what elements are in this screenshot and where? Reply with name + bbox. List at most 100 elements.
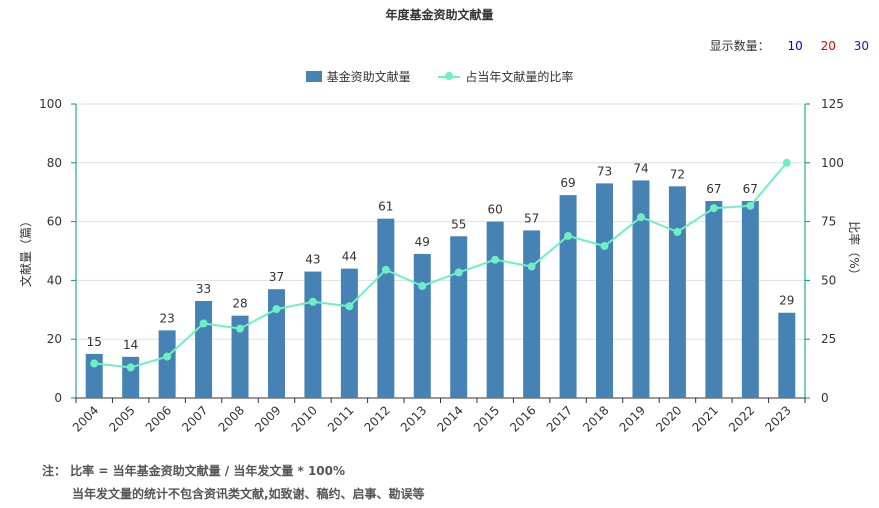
bar-data-label: 44 [342,250,357,264]
y-left-tick-label: 40 [47,273,62,287]
bar-data-label: 33 [196,282,211,296]
ratio-point [163,352,172,361]
x-tick-label: 2018 [580,403,611,434]
ratio-point [454,268,463,277]
ratio-point [126,363,135,372]
footnote: 注： 比率 = 当年基金资助文献量 / 当年发文量 * 100% 当年发文量的统… [42,460,425,506]
bar-data-label: 43 [305,253,320,267]
bar [340,268,358,398]
bar-data-label: 55 [451,217,466,231]
bar-data-label: 60 [488,203,503,217]
bar [304,271,322,398]
ratio-point [381,265,390,274]
display-count-control: 显示数量： 10 20 30 [710,37,869,54]
ratio-point [199,319,208,328]
bar-data-label: 28 [232,297,247,311]
y-right-tick-label: 0 [821,391,829,405]
x-tick-label: 2019 [617,403,648,434]
ratio-point [418,282,427,291]
bar [559,195,577,398]
bar-data-label: 72 [670,167,685,181]
x-tick-label: 2009 [252,403,283,434]
ratio-point [236,324,245,333]
x-tick-label: 2012 [361,403,392,434]
legend-bar-label: 基金资助文献量 [326,70,411,84]
legend-item-bar[interactable]: 基金资助文献量 [305,68,411,85]
display-count-20[interactable]: 20 [820,39,836,53]
bar-data-label: 15 [87,335,102,349]
bar-data-label: 29 [779,294,794,308]
y-right-axis-title: 比率（%） [847,221,862,280]
bar [267,289,285,398]
chart-legend: 基金资助文献量 占当年文献量的比率 [0,68,879,85]
y-left-tick-label: 20 [47,332,62,346]
ratio-point [90,359,99,368]
x-tick-label: 2005 [106,403,137,434]
bar-data-label: 37 [269,270,284,284]
x-tick-label: 2006 [143,403,174,434]
bar-data-label: 49 [415,235,430,249]
ratio-point [782,158,791,167]
bar [377,218,395,398]
x-tick-label: 2020 [653,403,684,434]
x-tick-label: 2015 [471,403,502,434]
combo-chart: 0 20 40 60 80 100 0 25 50 75 100 125 文献量（篇） 比率（%） 15 14… [18,97,862,435]
display-count-30[interactable]: 30 [853,39,869,53]
ratio-point [527,262,536,271]
ratio-point [564,231,573,240]
chart-title: 年度基金资助文献量 [385,8,494,22]
y-right-tick-label: 100 [821,156,844,170]
display-count-10[interactable]: 10 [787,39,803,53]
y-right-tick-label: 50 [821,273,836,287]
ratio-point [709,204,718,213]
bar [778,312,796,398]
bar [122,356,140,398]
bar [668,186,686,398]
y-left-tick-label: 0 [54,391,62,405]
x-tick-label: 2014 [434,403,465,434]
bar [158,330,176,398]
bar-data-label: 14 [123,338,138,352]
ratio-point [272,305,281,314]
y-left-axis-title: 文献量（篇） [18,215,33,287]
legend-bar-swatch [305,71,322,82]
footnote-line-1: 注： 比率 = 当年基金资助文献量 / 当年发文量 * 100% [42,464,346,478]
ratio-point [345,302,354,311]
bar-data-label: 23 [159,311,174,325]
x-tick-label: 2017 [544,403,575,434]
y-left-tick-label: 100 [39,97,62,111]
ratio-line [94,162,788,369]
x-tick-label: 2021 [689,403,720,434]
legend-line-label: 占当年文献量的比率 [465,70,574,84]
bar [705,201,723,398]
bar-data-label: 69 [560,176,575,190]
bar [523,230,541,398]
x-tick-label: 2008 [216,403,247,434]
ratio-point [600,242,609,251]
ratio-point [746,201,755,210]
footnote-line-2: 当年发文量的统计不包含资讯类文献,如致谢、稿约、启事、勘误等 [72,487,425,501]
ratio-point [673,227,682,236]
bar [195,300,213,398]
y-left-tick-label: 60 [47,215,62,229]
y-left-tick-label: 80 [47,156,62,170]
bar [596,183,614,398]
bar-data-label: 67 [706,182,721,196]
ratio-point [308,297,317,306]
bar-data-label: 61 [378,200,393,214]
bar-data-label: 73 [597,164,612,178]
bar [486,221,504,398]
y-right-tick-label: 75 [821,215,836,229]
bar [231,315,249,398]
x-tick-label: 2016 [507,403,538,434]
x-tick-label: 2023 [762,403,793,434]
x-tick-label: 2013 [398,403,429,434]
x-tick-label: 2004 [70,403,101,434]
bar-data-label: 57 [524,211,539,225]
y-right-tick-label: 25 [821,332,836,346]
bar-data-label: 74 [633,161,648,175]
bar [741,201,759,398]
ratio-point [636,213,645,222]
legend-item-line[interactable]: 占当年文献量的比率 [438,68,573,85]
display-count-label: 显示数量： [709,39,770,53]
